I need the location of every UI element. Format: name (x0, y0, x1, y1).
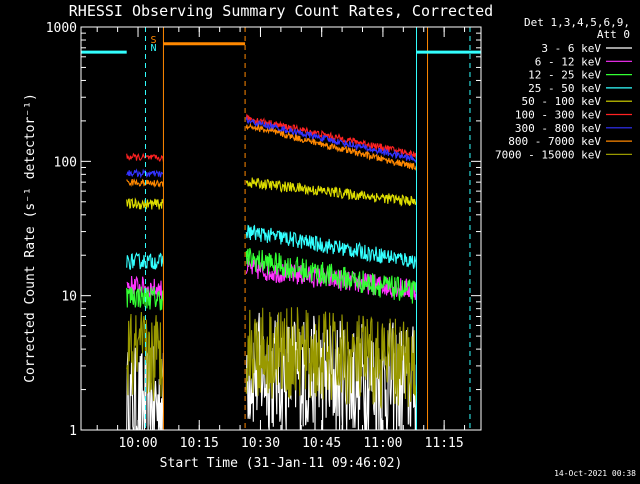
y-axis-label: Corrected Count Rate (s⁻¹ detector⁻¹) (23, 93, 38, 383)
legend-label: 50 - 100 keV (522, 95, 602, 108)
chart-title: RHESSI Observing Summary Count Rates, Co… (69, 2, 493, 20)
footer-date: 14-Oct-2021 00:38 (554, 469, 636, 478)
legend-label: 25 - 50 keV (528, 82, 601, 95)
legend-label: 12 - 25 keV (528, 69, 601, 82)
series-line-6-segment-2 (245, 113, 418, 160)
series-line-9-segment-1 (126, 311, 164, 403)
y-tick-label: 1000 (46, 21, 77, 36)
series-line-4-segment-2 (245, 224, 418, 269)
x-tick-label: 11:15 (425, 436, 464, 451)
series-line-8-segment-1 (126, 178, 164, 188)
legend-label: 3 - 6 keV (541, 42, 601, 55)
series-line-7-segment-1 (126, 168, 164, 179)
series-line-1-segment-2 (245, 312, 418, 431)
x-tick-label: 10:00 (118, 436, 157, 451)
saa-label: S (150, 35, 156, 46)
series-line-8-segment-2 (245, 122, 417, 171)
series-line-3-segment-2 (245, 248, 418, 304)
legend-label: 7000 - 15000 keV (495, 148, 601, 161)
series-line-9-segment-2 (245, 307, 418, 409)
plot-area (126, 113, 418, 431)
legend-label: 300 - 800 keV (515, 122, 601, 135)
y-tick-label: 1 (69, 424, 77, 439)
night-label: N (150, 43, 156, 54)
x-tick-label: 10:45 (302, 436, 341, 451)
y-tick-label: 10 (61, 290, 77, 305)
x-axis-label: Start Time (31-Jan-11 09:46:02) (160, 456, 403, 471)
x-tick-label: 11:00 (363, 436, 402, 451)
legend-label: 800 - 7000 keV (508, 135, 601, 148)
legend-header-line: Det 1,3,4,5,6,9, (524, 16, 630, 29)
series-line-7-segment-2 (245, 116, 417, 164)
x-tick-label: 10:15 (180, 436, 219, 451)
orbit-markers: SN (80, 27, 481, 430)
legend-label: 100 - 300 keV (515, 109, 601, 122)
x-tick-label: 10:30 (241, 436, 280, 451)
legend-label: 6 - 12 keV (535, 55, 602, 68)
legend-header-line: Att 0 (597, 28, 630, 41)
axes: 1 10 100 1000 10:00 10:15 10:30 10:45 11:00 11:15 (46, 21, 482, 451)
y-tick-label: 100 (54, 155, 77, 170)
series-line-5-segment-2 (245, 177, 418, 207)
